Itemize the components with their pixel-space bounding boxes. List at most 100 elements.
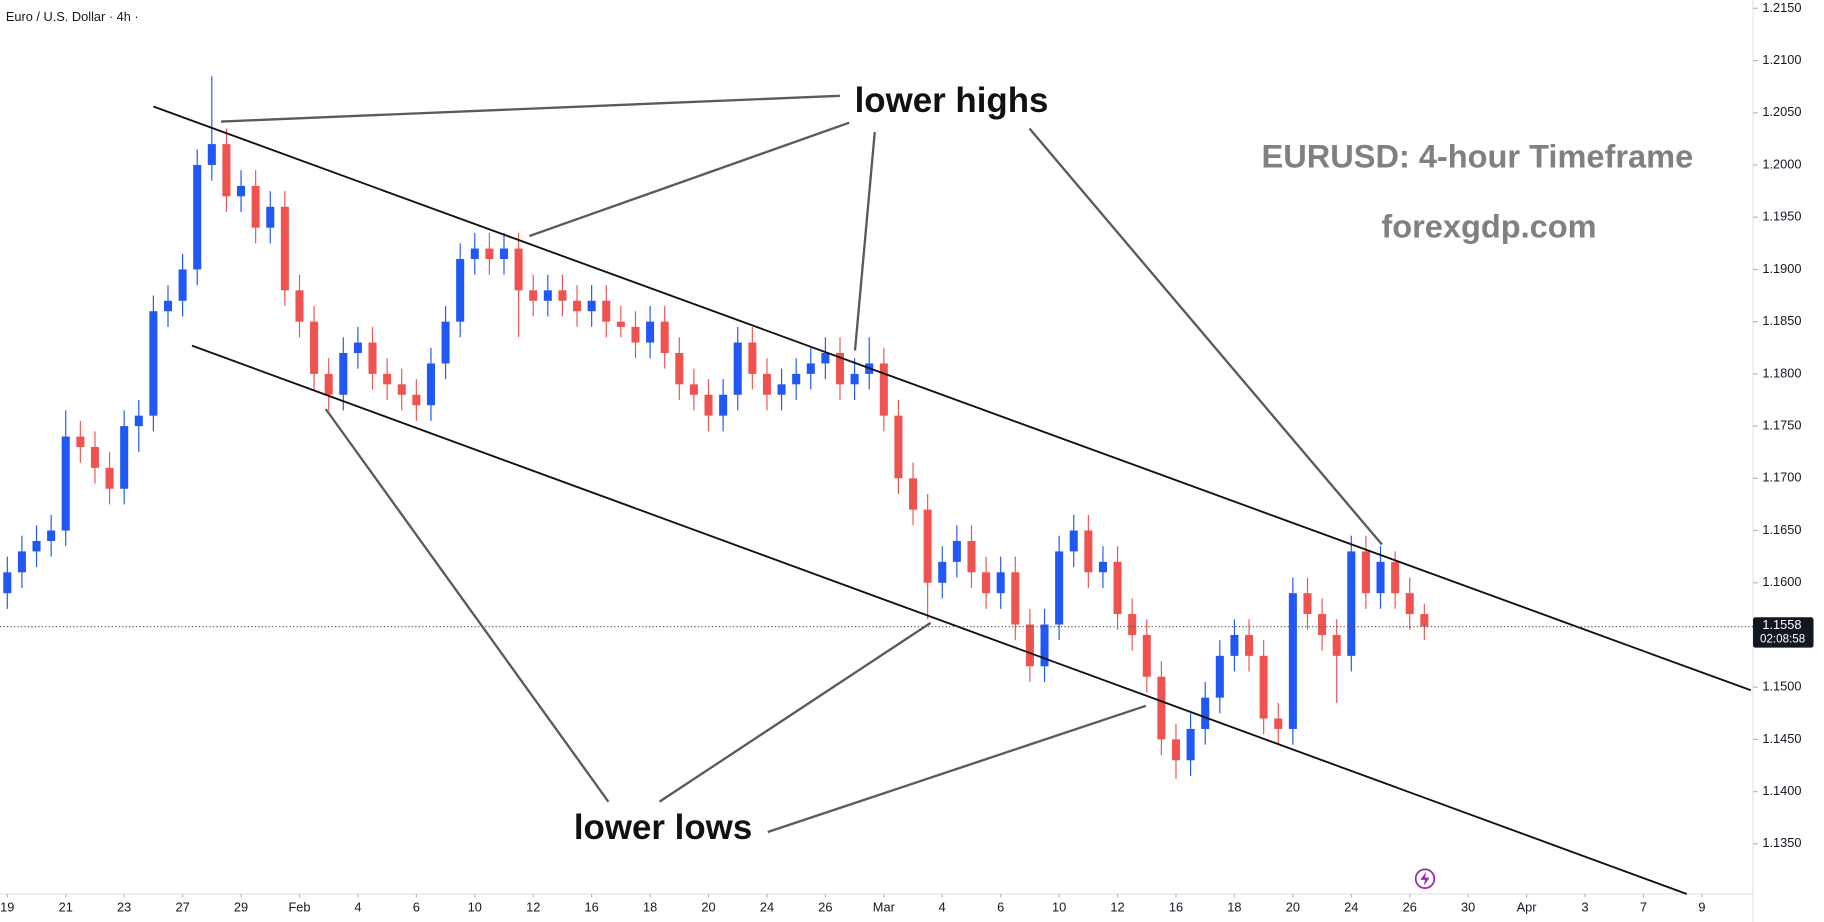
- candle-body: [1288, 593, 1297, 729]
- candle-body: [879, 363, 888, 416]
- candle-body: [1186, 728, 1195, 761]
- countdown-label: 02:08:58: [1760, 633, 1805, 646]
- x-tick-label: 12: [1110, 899, 1124, 914]
- pointer: [528, 121, 850, 238]
- candle-body: [762, 373, 771, 395]
- x-tick-label: Apr: [1517, 899, 1538, 914]
- x-tick-label: 20: [1286, 899, 1300, 914]
- candle-body: [1259, 655, 1268, 719]
- candle-body: [1420, 614, 1429, 627]
- candle-body: [412, 394, 421, 406]
- candle-body: [178, 269, 187, 301]
- x-tick-label: Feb: [288, 899, 310, 914]
- candle-body: [689, 384, 698, 395]
- candle-body: [90, 446, 99, 468]
- candle-body: [719, 394, 728, 416]
- x-tick-label: 24: [1344, 899, 1358, 914]
- x-tick-label: 7: [1640, 899, 1647, 914]
- candle-body: [952, 540, 961, 562]
- candle-body: [587, 300, 596, 312]
- candle-body: [909, 478, 918, 510]
- y-tick-label: 1.1900: [1762, 261, 1801, 276]
- candle-body: [850, 373, 859, 385]
- x-tick-label: 12: [526, 899, 540, 914]
- candle-body: [1376, 561, 1385, 594]
- alert-icon[interactable]: [1414, 868, 1436, 889]
- candle-body: [1113, 561, 1122, 615]
- candle-body: [1069, 530, 1078, 552]
- candle-body: [1274, 718, 1283, 729]
- candle-body: [1201, 697, 1210, 729]
- candle-body: [295, 290, 304, 322]
- candle-body: [1347, 551, 1356, 656]
- candle-body: [1128, 614, 1137, 635]
- candle-body: [923, 509, 932, 583]
- candle-body: [339, 352, 348, 395]
- y-tick-label: 1.1800: [1762, 365, 1801, 380]
- y-tick-label: 1.2150: [1762, 0, 1801, 15]
- candle-body: [675, 352, 684, 385]
- candle-body: [1098, 561, 1107, 573]
- candle-body: [543, 290, 552, 301]
- x-tick-label: 26: [818, 899, 832, 914]
- channel-line: [153, 105, 1752, 692]
- x-tick-label: 20: [701, 899, 715, 914]
- candle-body: [792, 373, 801, 385]
- candle-body: [529, 290, 538, 301]
- annotation: lower highs: [855, 81, 1049, 120]
- candle-body: [76, 436, 85, 447]
- x-tick-label: 24: [760, 899, 774, 914]
- candle-body: [266, 206, 275, 228]
- x-tick-label: 4: [939, 899, 946, 914]
- x-tick-label: 3: [1581, 899, 1588, 914]
- candle-body: [1303, 593, 1312, 615]
- candle-body: [1405, 593, 1414, 615]
- candle-body: [383, 373, 392, 385]
- candle-body: [32, 540, 41, 552]
- candle-body: [835, 352, 845, 385]
- candle-body: [456, 258, 465, 322]
- candle-body: [61, 436, 70, 531]
- x-tick-label: 10: [1052, 899, 1066, 914]
- pointer: [767, 704, 1147, 834]
- annotation-pointers: [220, 94, 1383, 834]
- candle-body: [938, 561, 947, 583]
- x-tick-label: 4: [354, 899, 361, 914]
- icon-bolt: [1420, 871, 1430, 886]
- candle-body: [3, 572, 12, 594]
- chart-title: Euro / U.S. Dollar · 4h ·: [6, 9, 139, 24]
- y-tick-label: 1.1400: [1762, 783, 1801, 798]
- candle-body: [470, 248, 479, 259]
- candle-body: [514, 248, 523, 291]
- candle-body: [1332, 634, 1341, 656]
- x-tick-label: 18: [1227, 899, 1241, 914]
- x-tick-label: 6: [413, 899, 420, 914]
- candle-body: [1171, 739, 1181, 761]
- candle-body: [251, 185, 260, 228]
- candle-body: [1025, 624, 1034, 667]
- candle-body: [353, 342, 362, 353]
- candle-body: [558, 290, 567, 301]
- candle-body: [894, 415, 903, 479]
- x-tick-label: 19: [0, 899, 14, 914]
- candle-body: [222, 144, 231, 197]
- candle-body: [733, 342, 742, 395]
- candle-body: [47, 530, 56, 541]
- annotation: forexgdp.com: [1381, 208, 1596, 245]
- candle-body: [193, 165, 202, 270]
- x-tick-label: 26: [1403, 899, 1417, 914]
- candle-body: [1084, 530, 1093, 573]
- y-tick-label: 1.2000: [1762, 156, 1801, 171]
- x-tick-label: 18: [643, 899, 657, 914]
- candle-body: [646, 321, 655, 343]
- candle-body: [324, 373, 333, 395]
- candle-body: [163, 300, 173, 312]
- candle-body: [105, 467, 114, 489]
- annotation: EURUSD: 4-hour Timeframe: [1262, 138, 1694, 175]
- y-tick-label: 1.1500: [1762, 679, 1801, 694]
- candle-body: [1040, 624, 1049, 667]
- y-tick-label: 1.2100: [1762, 52, 1801, 67]
- candle-body: [237, 185, 246, 197]
